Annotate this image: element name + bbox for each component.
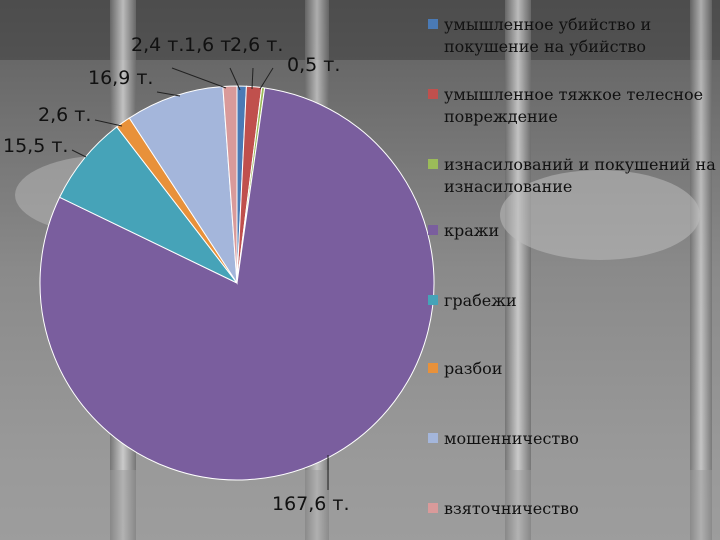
- legend-swatch: [428, 159, 438, 169]
- data-label: 2,6 т.: [38, 104, 91, 126]
- data-label: 15,5 т.: [3, 135, 68, 157]
- leader-line: [94, 119, 123, 127]
- leader-line: [156, 91, 181, 97]
- legend-swatch: [428, 19, 438, 29]
- legend-label: умышленное убийство и покушение на убийс…: [444, 15, 652, 56]
- pie-slices: [39, 85, 435, 481]
- data-labels: 1,6 т.2,6 т.0,5 т.167,6 т.15,5 т.2,6 т.1…: [3, 34, 350, 515]
- legend-swatch: [428, 503, 438, 513]
- legend-swatch: [428, 363, 438, 373]
- leader-line: [259, 67, 274, 90]
- legend-label: взяточничество: [444, 499, 579, 518]
- legend-label: мошенничество: [444, 429, 579, 448]
- data-label: 1,6 т.: [184, 34, 237, 56]
- legend-swatch: [428, 433, 438, 443]
- data-label: 16,9 т.: [88, 67, 153, 89]
- data-label: 2,4 т.: [131, 34, 184, 56]
- pie-slice: [128, 85, 238, 285]
- data-label: 2,6 т.: [230, 34, 283, 56]
- legend-label: разбои: [444, 359, 503, 378]
- leader-line: [251, 67, 254, 90]
- leader-line: [171, 67, 227, 89]
- legend-label: умышленное тяжкое телесное повреждение: [444, 85, 704, 126]
- pie-slice: [39, 87, 435, 481]
- leader-line: [229, 67, 241, 91]
- data-label: 167,6 т.: [272, 493, 350, 515]
- legend-label: изнасилований и покушений на изнасилован…: [444, 155, 716, 196]
- legend-swatch: [428, 225, 438, 235]
- legend-label: грабежи: [444, 291, 517, 310]
- leader-line: [71, 149, 87, 158]
- legend-label: кражи: [444, 221, 500, 240]
- legend-swatch: [428, 89, 438, 99]
- legend-swatch: [428, 295, 438, 305]
- data-label-leader-lines: [71, 67, 329, 490]
- data-label: 0,5 т.: [287, 54, 340, 76]
